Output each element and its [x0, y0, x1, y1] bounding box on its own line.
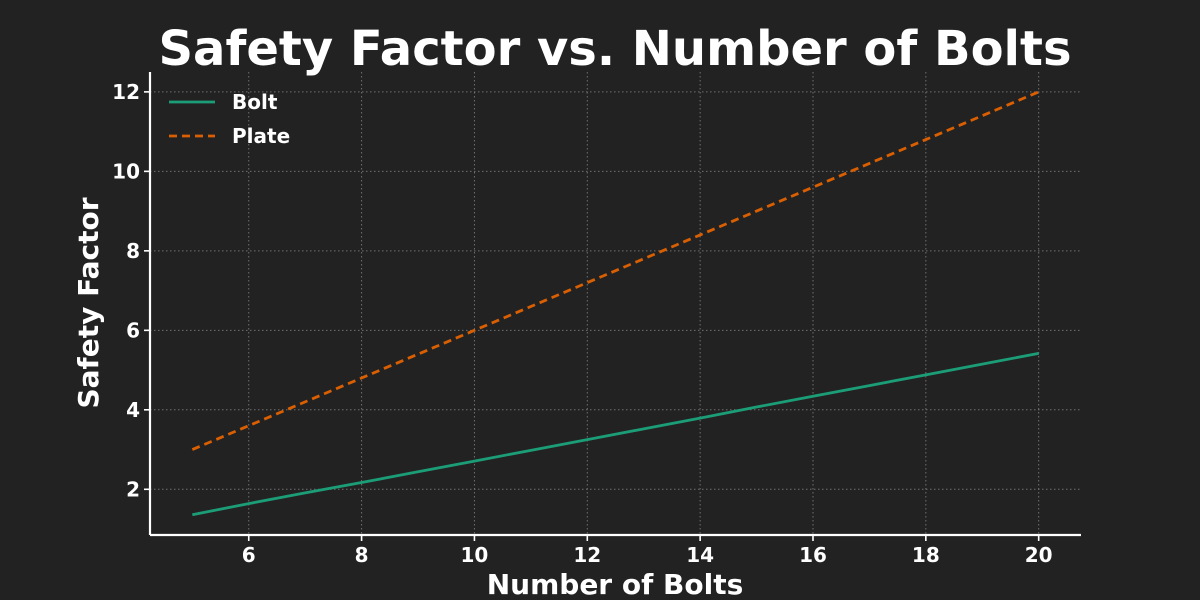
bolt-legend-label: Bolt: [232, 90, 278, 114]
bolt-series-line: [192, 352, 1039, 517]
y-tick-label: 8: [126, 239, 140, 263]
y-tick-label: 12: [112, 80, 140, 104]
x-axis-label: Number of Bolts: [487, 568, 744, 600]
x-tick-label: 8: [355, 543, 369, 567]
x-tick-label: 16: [799, 543, 827, 567]
x-tick-label: 20: [1025, 543, 1053, 567]
y-tick-label: 2: [126, 477, 140, 501]
y-axis-label: Safety Factor: [72, 197, 105, 408]
chart-title: Safety Factor vs. Number of Bolts: [158, 21, 1071, 77]
y-tick-label: 6: [126, 318, 140, 342]
x-tick-label: 10: [461, 543, 489, 567]
x-tick-label: 18: [912, 543, 940, 567]
plate-legend-label: Plate: [232, 124, 290, 148]
y-tick-label: 4: [126, 398, 140, 422]
plate-series-line: [191, 90, 1040, 451]
x-tick-label: 12: [573, 543, 601, 567]
y-tick-label: 10: [112, 159, 140, 183]
legend: Bolt Plate: [169, 90, 290, 148]
ticks: 6 8 10 12 14 16 18 20 2 4 6 8 10 12: [112, 80, 1052, 567]
grid: [150, 72, 1081, 535]
x-tick-label: 6: [242, 543, 256, 567]
x-tick-label: 14: [686, 543, 714, 567]
series-lines: [191, 90, 1040, 517]
